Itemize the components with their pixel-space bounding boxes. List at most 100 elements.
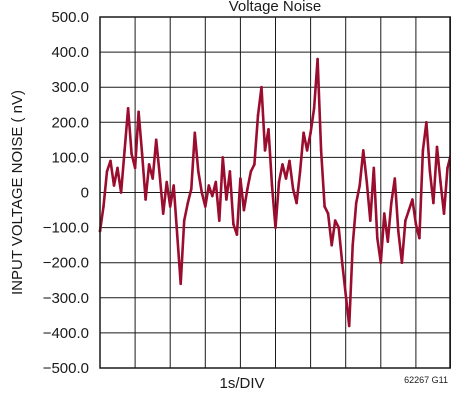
noise-data-point <box>154 138 158 142</box>
noise-data-point <box>161 212 165 215</box>
noise-data-point <box>319 149 323 152</box>
noise-data-point <box>112 184 116 187</box>
noise-data-point <box>288 159 291 163</box>
noise-data-point <box>365 180 369 184</box>
noise-data-point <box>221 156 225 159</box>
noise-data-point <box>274 226 277 229</box>
noise-data-point <box>175 233 179 236</box>
noise-data-point <box>242 208 246 212</box>
noise-data-point <box>260 85 263 89</box>
noise-data-point <box>137 110 140 114</box>
noise-data-point <box>144 198 147 201</box>
noise-data-point <box>421 149 425 152</box>
noise-data-point <box>347 324 351 328</box>
y-tick-label: 400.0 <box>51 44 89 61</box>
noise-data-point <box>190 187 193 191</box>
noise-data-point <box>302 131 305 135</box>
plot-frame <box>99 16 451 369</box>
noise-data-point <box>404 219 407 222</box>
noise-data-point <box>351 243 355 247</box>
noise-data-point <box>428 170 432 173</box>
noise-data-point <box>354 201 358 205</box>
noise-data-point <box>298 170 302 173</box>
noise-data-point <box>246 187 249 191</box>
noise-data-point <box>340 261 344 265</box>
noise-data-point <box>151 177 154 180</box>
noise-data-point <box>235 233 239 236</box>
noise-data-point <box>379 261 383 265</box>
noise-data-point <box>344 293 348 296</box>
noise-data-point <box>256 114 260 117</box>
y-tick-labels: 500.0 400.0 300.0 200.0 100.0 0 −100.0 −200.0 −3… <box>43 9 89 377</box>
noise-data-point <box>330 243 334 247</box>
noise-data-point <box>397 229 400 233</box>
noise-data-point <box>305 149 309 152</box>
noise-data-point <box>179 282 182 286</box>
noise-data-point <box>116 166 119 170</box>
noise-data-point <box>200 191 204 194</box>
noise-data-point <box>158 173 161 177</box>
noise-data-point <box>337 226 341 229</box>
noise-data-point <box>232 222 235 226</box>
noise-data-point <box>182 219 186 222</box>
noise-data-point <box>218 219 221 222</box>
noise-data-point <box>400 261 404 265</box>
noise-data-point <box>358 184 362 187</box>
noise-data-point <box>439 180 442 184</box>
noise-data-point <box>362 149 365 152</box>
noise-data-point <box>376 236 379 240</box>
noise-data-point <box>393 177 397 180</box>
noise-data-point <box>214 180 218 184</box>
noise-data-point <box>390 201 393 205</box>
y-tick-label: −400.0 <box>43 325 89 342</box>
noise-data-point <box>383 212 386 215</box>
noise-data-point <box>225 198 228 201</box>
noise-data-point <box>102 205 105 208</box>
noise-data-point <box>228 170 232 173</box>
noise-data-point <box>130 152 133 156</box>
noise-data-point <box>333 219 337 222</box>
noise-data-point <box>270 184 274 187</box>
noise-data-point <box>133 166 137 170</box>
noise-data-point <box>193 131 197 135</box>
noise-data-point <box>253 163 256 166</box>
noise-data-point <box>291 187 295 191</box>
noise-data-point <box>126 107 130 110</box>
y-tick-label: 300.0 <box>51 79 89 96</box>
noise-data-point <box>446 166 449 170</box>
noise-data-point <box>140 152 144 156</box>
noise-data-point <box>316 57 319 61</box>
noise-data-point <box>369 219 372 222</box>
noise-data-point <box>277 180 281 184</box>
y-axis-label: INPUT VOLTAGE NOISE ( nV) <box>9 90 26 295</box>
noise-data-point <box>123 149 126 152</box>
chart-title-partial: Voltage Noise <box>229 0 322 15</box>
noise-data-point <box>207 184 211 187</box>
x-axis-label: 1s/DIV <box>219 375 264 392</box>
noise-data-point <box>414 222 418 226</box>
noise-data-point <box>165 180 168 184</box>
noise-data-point <box>323 205 326 208</box>
figure-code: 62267 G11 <box>404 375 448 385</box>
noise-data-point <box>186 201 190 205</box>
y-tick-label: 200.0 <box>51 114 89 131</box>
noise-data-point <box>284 177 288 180</box>
y-tick-label: −200.0 <box>43 255 89 272</box>
noise-data-point <box>147 163 151 166</box>
noise-data-point <box>418 236 421 240</box>
noise-data-point <box>204 205 207 208</box>
noise-data-point <box>425 121 428 124</box>
y-tick-label: 100.0 <box>51 149 89 166</box>
noise-data-point <box>386 240 390 243</box>
noise-data-point <box>197 170 200 173</box>
grid <box>99 16 451 369</box>
y-tick-label: −300.0 <box>43 290 89 307</box>
noise-data-point <box>326 212 330 215</box>
y-tick-label: 0 <box>81 185 89 202</box>
y-tick-label: −100.0 <box>43 220 89 237</box>
noise-data-point <box>312 107 316 110</box>
noise-data-point <box>168 205 172 208</box>
noise-data-point <box>211 194 214 198</box>
noise-data-point <box>432 201 435 205</box>
